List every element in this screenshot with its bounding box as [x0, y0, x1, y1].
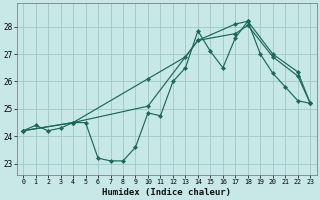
X-axis label: Humidex (Indice chaleur): Humidex (Indice chaleur) [102, 188, 231, 197]
